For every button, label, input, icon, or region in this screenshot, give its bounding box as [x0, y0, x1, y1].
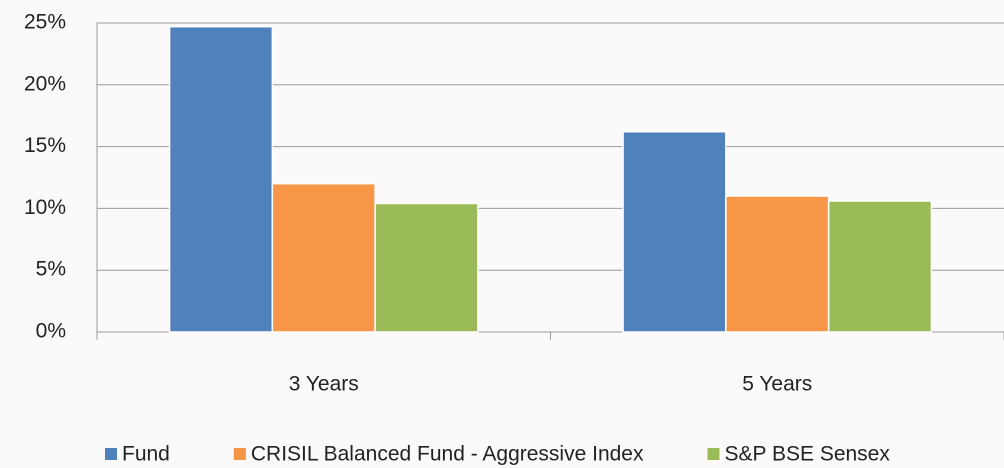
y-tick-label: 0%	[36, 320, 66, 343]
legend-label: CRISIL Balanced Fund - Aggressive Index	[251, 443, 644, 466]
legend-label: Fund	[122, 443, 170, 466]
legend-label: S&P BSE Sensex	[724, 443, 890, 466]
y-tick-label: 25%	[24, 11, 66, 34]
legend-swatch	[707, 448, 719, 460]
bar	[375, 203, 478, 332]
y-tick-label: 15%	[24, 134, 66, 157]
x-tick-label: 3 Years	[289, 373, 359, 396]
bar	[726, 196, 829, 332]
chart: 0% 5% 10% 15% 20% 25% 3 Years 5 Years Fund CRISIL…	[0, 0, 1004, 468]
y-tick-label: 20%	[24, 72, 66, 95]
y-tick-label: 5%	[36, 258, 66, 281]
bar	[829, 201, 932, 332]
bar	[623, 132, 726, 332]
legend-swatch	[234, 448, 246, 460]
legend-swatch	[105, 448, 117, 460]
bar	[170, 27, 273, 332]
x-tick-label: 5 Years	[742, 373, 812, 396]
bar	[272, 184, 375, 332]
page: {"chart_data": {"type": "bar", "categori…	[0, 0, 1004, 468]
y-tick-label: 10%	[24, 196, 66, 219]
